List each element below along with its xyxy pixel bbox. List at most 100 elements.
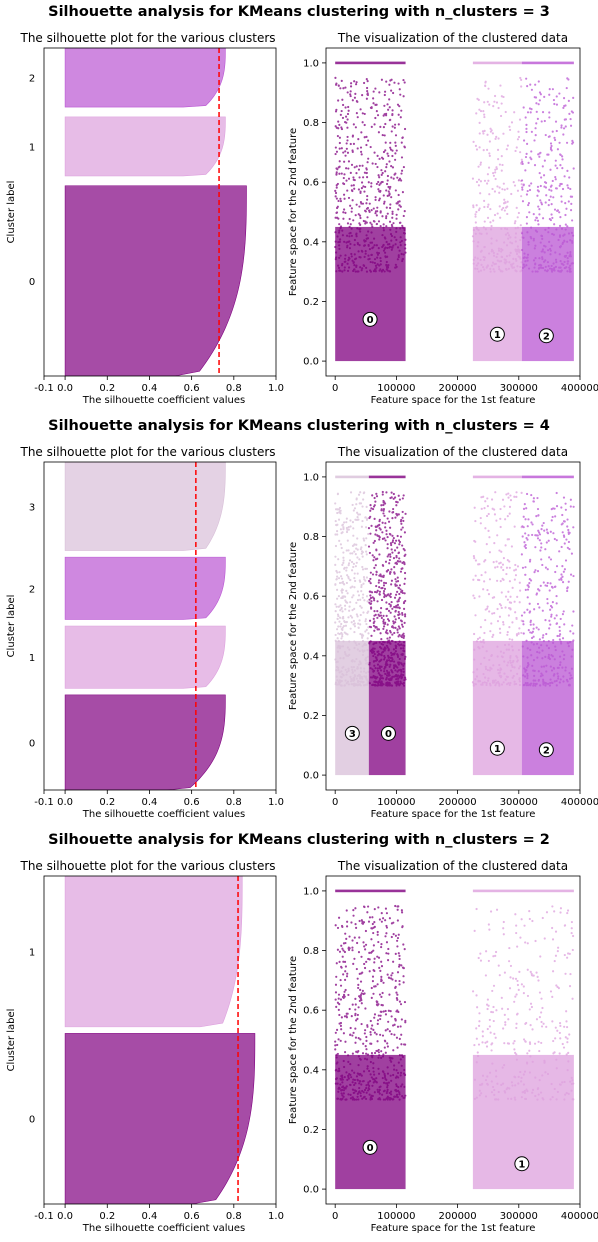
- analysis-block: 0 1 2 -0.1 0.0 0.2 0.4 0.6 0.8 1.0 The silhouette …: [6, 31, 598, 406]
- silhouette-xlabel: The silhouette coefficient values: [82, 809, 246, 820]
- cluster-center-2: 2: [538, 328, 554, 344]
- silhouette-cluster-1: [64, 625, 226, 689]
- silhouette-xtick: 0.0: [57, 1211, 73, 1222]
- silhouette-ylabel: Cluster label: [6, 1009, 17, 1072]
- scatter-cluster-0: [367, 475, 407, 776]
- scatter-axes-frame: [325, 461, 581, 791]
- scatter-xlabel: Feature space for the 1st feature: [371, 395, 536, 406]
- silhouette-cluster-0: [64, 1033, 256, 1204]
- silhouette-title: The silhouette plot for the various clus…: [19, 31, 275, 45]
- silhouette-plot: 0 1 -0.1 0.0 0.2 0.4 0.6 0.8 1.0 The silhouette c…: [6, 859, 284, 1234]
- scatter-xtick: 300000: [500, 383, 538, 394]
- scatter-axes-frame: [325, 47, 581, 377]
- cluster-center-label: 1: [518, 1160, 525, 1171]
- silhouette-xtick: 0.4: [142, 1211, 158, 1222]
- scatter-cluster-0: [334, 61, 407, 362]
- scatter-ytick: 0.6: [303, 1006, 319, 1017]
- cluster-center-label: 0: [385, 729, 392, 740]
- cluster-center-2: 2: [538, 742, 554, 758]
- scatter-xtick: 0: [332, 797, 338, 808]
- cluster-label-1: 1: [29, 947, 35, 958]
- scatter-xtick: 200000: [438, 1211, 476, 1222]
- cluster-center-label: 1: [494, 330, 501, 341]
- silhouette-cluster-1: [64, 116, 226, 177]
- cluster-center-label: 1: [494, 744, 501, 755]
- silhouette-xtick: 0.4: [142, 797, 158, 808]
- scatter-xtick: 400000: [561, 383, 598, 394]
- cluster-label-1: 1: [29, 653, 35, 664]
- scatter-ytick: 0.2: [303, 1125, 319, 1136]
- silhouette-xtick: 0.4: [142, 383, 158, 394]
- cluster-center-0: 0: [362, 311, 378, 327]
- scatter-ytick: 1.0: [303, 58, 319, 69]
- scatter-xtick: 400000: [561, 1211, 598, 1222]
- silhouette-xtick: 0.2: [99, 1211, 115, 1222]
- scatter-xlabel: Feature space for the 1st feature: [371, 809, 536, 820]
- silhouette-axes-frame: [43, 875, 277, 1205]
- scatter-cluster-1: [471, 475, 523, 776]
- silhouette-xtick: 1.0: [268, 797, 284, 808]
- silhouette-cluster-3: [64, 462, 226, 551]
- scatter-ytick: 0.4: [303, 1065, 319, 1076]
- silhouette-xtick: 0.8: [226, 383, 242, 394]
- cluster-label-1: 1: [29, 142, 35, 153]
- figure-suptitle: Silhouette analysis for KMeans clusterin…: [48, 4, 550, 20]
- scatter-cluster-0: [334, 889, 407, 1190]
- scatter-ytick: 0.2: [303, 297, 319, 308]
- silhouette-xtick: -0.1: [34, 797, 54, 808]
- cluster-center-1: 1: [489, 326, 505, 342]
- scatter-ytick: 1.0: [303, 472, 319, 483]
- cluster-label-2: 2: [29, 74, 35, 85]
- scatter-plot: 0 1 2 0 100000 200000 300000 400000 0.0 0.2 0.4 0.6…: [288, 31, 598, 406]
- silhouette-xtick: 0.0: [57, 797, 73, 808]
- silhouette-plot: 0 1 2 -0.1 0.0 0.2 0.4 0.6 0.8 1.0 The silhouette …: [6, 31, 284, 406]
- silhouette-xtick: 0.2: [99, 383, 115, 394]
- silhouette-xtick: 0.6: [184, 383, 200, 394]
- cluster-center-label: 0: [367, 1143, 374, 1154]
- scatter-ylabel: Feature space for the 2nd feature: [288, 128, 299, 296]
- cluster-label-0: 0: [29, 1115, 35, 1126]
- scatter-axes-frame: [325, 875, 581, 1205]
- silhouette-title: The silhouette plot for the various clus…: [19, 445, 275, 459]
- scatter-ytick: 0.8: [303, 118, 319, 129]
- silhouette-xtick: 0.8: [226, 797, 242, 808]
- scatter-plot: 3 0 1 2 0 100000 200000 300000 400000 0.0 0.2 0.4 0.…: [288, 445, 598, 820]
- cluster-label-0: 0: [29, 738, 35, 749]
- scatter-ytick: 0.2: [303, 711, 319, 722]
- silhouette-ylabel: Cluster label: [6, 181, 17, 244]
- silhouette-xtick: -0.1: [34, 383, 54, 394]
- silhouette-cluster-2: [64, 48, 226, 108]
- cluster-label-0: 0: [29, 277, 35, 288]
- silhouette-xtick: 0.0: [57, 383, 73, 394]
- cluster-center-3: 3: [344, 725, 360, 741]
- silhouette-axes-frame: [43, 461, 277, 791]
- scatter-xtick: 200000: [438, 797, 476, 808]
- silhouette-cluster-0: [64, 185, 247, 376]
- silhouette-xlabel: The silhouette coefficient values: [82, 1223, 246, 1234]
- cluster-center-0: 0: [380, 725, 396, 741]
- silhouette-xtick: -0.1: [34, 1211, 54, 1222]
- cluster-center-label: 3: [349, 729, 356, 740]
- cluster-center-1: 1: [489, 740, 505, 756]
- silhouette-xtick: 1.0: [268, 383, 284, 394]
- scatter-ytick: 0.4: [303, 651, 319, 662]
- cluster-center-label: 2: [543, 746, 550, 757]
- cluster-center-label: 2: [543, 332, 550, 343]
- scatter-ylabel: Feature space for the 2nd feature: [288, 956, 299, 1124]
- scatter-xtick: 100000: [377, 1211, 415, 1222]
- silhouette-cluster-2: [64, 556, 226, 620]
- silhouette-xtick: 0.8: [226, 1211, 242, 1222]
- scatter-ytick: 0.8: [303, 946, 319, 957]
- cluster-center-1: 1: [514, 1156, 530, 1172]
- silhouette-plot: 0 1 2 3 -0.1 0.0 0.2 0.4 0.6 0.8 1.0 The silhouette…: [6, 445, 284, 820]
- scatter-ytick: 0.4: [303, 237, 319, 248]
- scatter-cluster-1: [471, 889, 575, 1190]
- scatter-cluster-1: [471, 61, 523, 362]
- scatter-xtick: 300000: [500, 797, 538, 808]
- scatter-ytick: 0.0: [303, 771, 319, 782]
- scatter-xtick: 400000: [561, 797, 598, 808]
- scatter-title: The visualization of the clustered data: [337, 859, 568, 873]
- figure-suptitle: Silhouette analysis for KMeans clusterin…: [48, 418, 550, 434]
